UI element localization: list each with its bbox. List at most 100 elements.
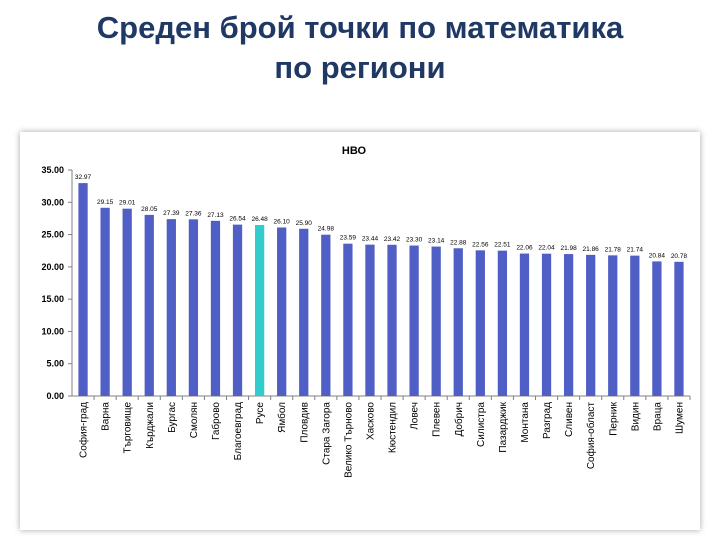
y-tick-label: 15.00 [41, 294, 64, 304]
bar [144, 214, 154, 396]
bar [563, 254, 574, 396]
chart-frame: НВО 0.00 5.00 10.00 15.00 20.00 25.00 30.00 35.… [20, 132, 700, 530]
bar [453, 248, 463, 396]
data-label: 23.30 [406, 237, 423, 244]
y-tick-label: 30.00 [41, 197, 64, 207]
bar [166, 219, 176, 396]
category-labels: София-град Варна Търговище Кърджали Бургас См… [78, 401, 686, 478]
data-label: 22.56 [472, 241, 489, 248]
category-label: Хасково [365, 402, 376, 440]
category-label: Видин [630, 402, 641, 431]
data-label: 21.98 [560, 245, 577, 252]
bar [497, 250, 508, 396]
category-label: Разград [542, 402, 553, 439]
bar [387, 244, 397, 396]
category-label: Враца [652, 402, 663, 432]
category-label: Ямбол [276, 402, 288, 433]
data-label: 32.97 [75, 174, 92, 181]
data-label: 22.06 [516, 245, 533, 252]
category-label: Шумен [674, 402, 685, 434]
y-tick-label: 5.00 [46, 359, 64, 369]
bar [431, 246, 441, 396]
data-label: 26.48 [251, 216, 268, 223]
category-label: Варна [101, 402, 112, 431]
bar [475, 250, 485, 396]
bar [100, 207, 110, 396]
data-label: 27.36 [185, 210, 202, 217]
category-label: Перник [608, 401, 619, 435]
category-label: Ловеч [410, 402, 421, 430]
bar [321, 234, 331, 396]
category-label: София-област [585, 402, 597, 470]
data-label: 21.86 [583, 246, 600, 253]
category-label: Габрово [210, 402, 222, 440]
bar [365, 244, 375, 396]
bar [519, 253, 530, 396]
bar [409, 245, 419, 396]
data-label: 23.44 [362, 236, 379, 243]
bar [541, 253, 552, 396]
category-label: Пазарджик [498, 401, 509, 452]
category-label: Русе [255, 402, 266, 425]
data-label: 22.04 [538, 245, 555, 252]
category-label: Бургас [167, 402, 178, 433]
category-label: Силистра [476, 402, 487, 447]
category-label: Смолян [189, 402, 200, 438]
bar [188, 219, 199, 396]
data-label: 25.90 [296, 220, 313, 227]
data-label: 23.59 [340, 235, 357, 242]
y-tick-label: 35.00 [41, 165, 64, 175]
slide-title-line-1: Среден брой точки по математика [96, 10, 624, 45]
data-labels: 32.97 29.15 29.01 28.05 27.39 27.36 27.13 26.54… [75, 174, 688, 260]
y-tick-label: 10.00 [41, 326, 64, 336]
data-label: 24.98 [318, 226, 335, 233]
bar [210, 220, 221, 396]
data-label: 29.15 [97, 199, 114, 206]
data-label: 22.88 [450, 239, 467, 246]
bar [122, 208, 132, 396]
bar [277, 227, 287, 396]
bar [343, 243, 353, 396]
data-label: 22.51 [494, 242, 511, 249]
data-label: 28.05 [141, 206, 158, 213]
bar [299, 228, 309, 396]
bar [674, 261, 684, 396]
category-label: Сливен [564, 402, 575, 437]
category-label: Кюстендил [388, 402, 399, 453]
slide-title-line-2: по региони [274, 50, 446, 85]
data-label: 23.42 [384, 236, 401, 243]
bar [630, 255, 640, 396]
data-label: 26.10 [274, 218, 291, 225]
category-label: София-град [78, 402, 90, 458]
data-label: 29.01 [119, 200, 136, 207]
bar [78, 183, 88, 396]
bar [586, 254, 596, 396]
bar-chart: НВО 0.00 5.00 10.00 15.00 20.00 25.00 30.00 35.… [41, 145, 691, 478]
data-label: 27.39 [163, 210, 180, 217]
bar [254, 225, 265, 396]
bar [608, 255, 618, 396]
bar [232, 224, 243, 396]
data-label: 26.54 [229, 216, 246, 223]
category-label: Монтана [520, 402, 531, 443]
category-label: Благоевград [233, 402, 244, 460]
data-label: 21.78 [605, 246, 622, 253]
bars [78, 183, 684, 396]
data-label: 27.13 [207, 212, 224, 219]
category-label: Пловдив [299, 402, 310, 443]
y-tick-label: 0.00 [46, 391, 64, 401]
category-label: Кърджали [145, 402, 156, 449]
bar [652, 261, 662, 396]
y-tick-label: 25.00 [41, 230, 64, 240]
category-label: Стара Загора [321, 402, 332, 465]
data-label: 20.84 [649, 252, 666, 259]
category-label: Плевен [432, 402, 443, 437]
y-tick-label: 20.00 [41, 262, 64, 272]
data-label: 21.74 [627, 247, 644, 254]
data-label: 20.78 [671, 253, 688, 260]
category-label: Търговище [123, 402, 134, 454]
slide-title: Среден брой точки по математика по регио… [0, 8, 720, 88]
chart-title: НВО [342, 145, 367, 157]
data-label: 23.14 [428, 238, 445, 245]
category-label: Добрич [453, 402, 465, 437]
